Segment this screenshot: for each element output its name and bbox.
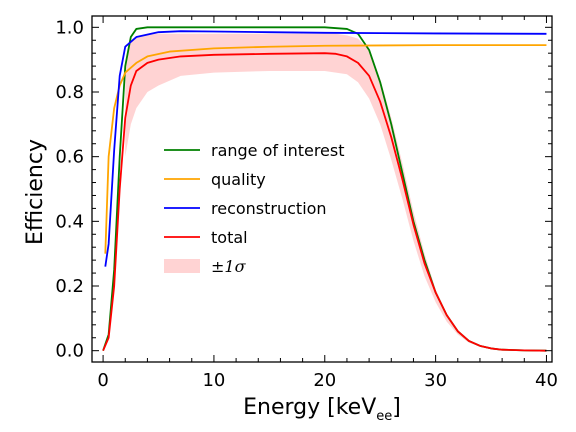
tick-layer: 0 10 20 30 40 0.0 0.2 0.4 0.6 0.8 1.0 (55, 16, 558, 391)
y-tick-label: 0.2 (55, 276, 84, 297)
y-tick-label: 0.4 (55, 211, 84, 232)
x-tick-label: 10 (202, 370, 225, 391)
x-axis-title-subscript: ee (376, 409, 392, 424)
x-tick-label: 30 (424, 370, 447, 391)
x-axis-title-main: Energy [keV (243, 395, 376, 420)
y-tick-label: 1.0 (55, 17, 84, 38)
x-tick-label: 20 (313, 370, 336, 391)
y-tick-label: 0.8 (55, 82, 84, 103)
plot-frame (91, 15, 553, 363)
legend-swatch-sigma-band (164, 259, 200, 273)
series-line-reconstruction (104, 30, 547, 267)
legend-label-reconstruction: reconstruction (211, 199, 327, 218)
legend-label-quality: quality (211, 170, 266, 189)
legend-label-total: total (211, 228, 248, 247)
x-axis-title-bracket: ] (392, 395, 401, 420)
legend-label-sigma-band: ±1σ (211, 257, 247, 276)
series-line-quality (104, 44, 547, 254)
y-tick-label: 0.6 (55, 147, 84, 168)
sigma-band (125, 33, 547, 351)
band-layer (125, 33, 547, 351)
y-axis-title: Efficiency (23, 139, 48, 245)
y-tick-label: 0.0 (55, 341, 84, 362)
x-tick-label: 0 (97, 370, 108, 391)
legend: range of interest quality reconstruction to… (164, 141, 345, 276)
x-tick-label: 40 (535, 370, 558, 391)
series-line-total (102, 52, 547, 352)
x-axis-title: Energy [keVee] (243, 395, 401, 424)
legend-label-range-of-interest: range of interest (211, 141, 345, 160)
series-layer (102, 26, 547, 352)
